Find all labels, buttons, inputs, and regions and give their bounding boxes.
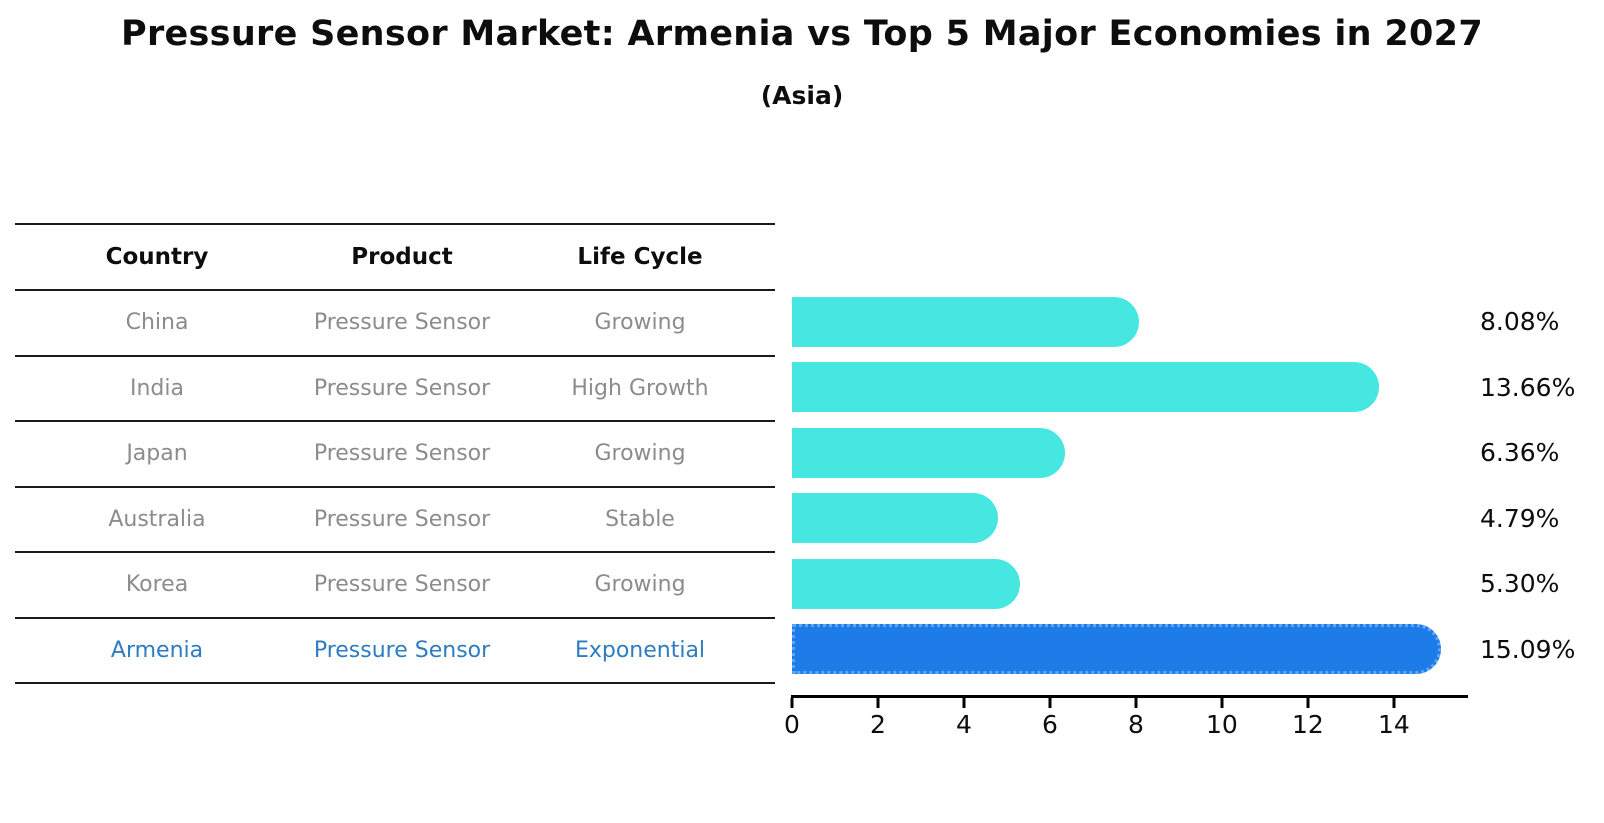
product-cell: Pressure Sensor <box>313 441 491 467</box>
x-tick <box>1048 698 1052 708</box>
x-tick-label: 12 <box>1292 710 1324 739</box>
bar-japan <box>792 427 1066 478</box>
table-header-country: Country <box>105 244 209 270</box>
table-row-japan: Japan Pressure Sensor Growing <box>15 422 775 488</box>
bar-row <box>792 355 1467 421</box>
product-cell: Pressure Sensor <box>313 506 491 532</box>
x-tick-label: 0 <box>784 710 800 739</box>
x-tick <box>1220 698 1224 708</box>
x-tick <box>1306 698 1310 708</box>
bar-australia <box>792 493 998 544</box>
table-row-korea: Korea Pressure Sensor Growing <box>15 553 775 619</box>
x-tick <box>962 698 966 708</box>
x-axis: 0 2 4 6 8 10 12 14 <box>784 698 1467 758</box>
x-tick <box>790 698 794 708</box>
bar-value-label-australia: 4.79% <box>1480 503 1560 533</box>
chart-subtitle: (Asia) <box>760 81 844 110</box>
country-cell: China <box>125 310 189 336</box>
x-tick <box>876 698 880 708</box>
product-cell: Pressure Sensor <box>313 637 491 663</box>
table-header-life-cycle: Life Cycle <box>577 244 703 270</box>
country-cell: Australia <box>108 506 206 532</box>
table-row-india: India Pressure Sensor High Growth <box>15 357 775 422</box>
life-cycle-cell: Growing <box>594 441 686 467</box>
country-cell: Korea <box>125 572 189 598</box>
bar-row <box>792 486 1467 552</box>
life-cycle-cell: High Growth <box>571 375 709 401</box>
value-labels: 8.08% 13.66% 6.36% 4.79% 5.30% 15.09% <box>1480 289 1604 682</box>
bar-value-label-korea: 5.30% <box>1480 569 1560 599</box>
country-table: Country Product Life Cycle China Pressur… <box>15 223 775 684</box>
chart-title: Pressure Sensor Market: Armenia vs Top 5… <box>121 14 1483 54</box>
x-tick <box>1134 698 1138 708</box>
life-cycle-cell: Growing <box>594 310 686 336</box>
table-header-product: Product <box>351 244 453 270</box>
bar-row <box>792 617 1467 683</box>
country-cell: Armenia <box>110 637 204 663</box>
bar-row <box>792 551 1467 617</box>
bar-korea <box>792 558 1020 609</box>
bar-row <box>792 289 1467 355</box>
product-cell: Pressure Sensor <box>313 572 491 598</box>
bar-value-label-india: 13.66% <box>1480 372 1576 402</box>
bar-plot <box>792 289 1467 682</box>
bar-india <box>792 362 1380 413</box>
x-tick-label: 14 <box>1378 710 1410 739</box>
product-cell: Pressure Sensor <box>313 375 491 401</box>
life-cycle-cell: Exponential <box>574 637 706 663</box>
life-cycle-cell: Stable <box>605 506 675 532</box>
x-tick-label: 4 <box>956 710 972 739</box>
bar-china <box>792 296 1140 347</box>
x-tick-label: 2 <box>870 710 886 739</box>
life-cycle-cell: Growing <box>594 572 686 598</box>
x-axis-line <box>791 695 1468 698</box>
x-tick <box>1392 698 1396 708</box>
bar-value-label-china: 8.08% <box>1480 307 1560 337</box>
bar-value-label-armenia: 15.09% <box>1480 634 1576 664</box>
x-tick-label: 8 <box>1127 710 1144 739</box>
x-tick-label: 6 <box>1042 710 1058 739</box>
table-header-row: Country Product Life Cycle <box>15 225 775 291</box>
x-tick-label: 10 <box>1206 710 1238 739</box>
bar-row <box>792 420 1467 486</box>
table-row-china: China Pressure Sensor Growing <box>15 291 775 357</box>
country-cell: Japan <box>126 441 188 467</box>
product-cell: Pressure Sensor <box>313 310 491 336</box>
country-cell: India <box>130 375 184 401</box>
bar-value-label-japan: 6.36% <box>1480 438 1560 468</box>
table-row-australia: Australia Pressure Sensor Stable <box>15 488 775 553</box>
table-row-armenia: Armenia Pressure Sensor Exponential <box>15 619 775 684</box>
bar-armenia <box>792 624 1441 675</box>
